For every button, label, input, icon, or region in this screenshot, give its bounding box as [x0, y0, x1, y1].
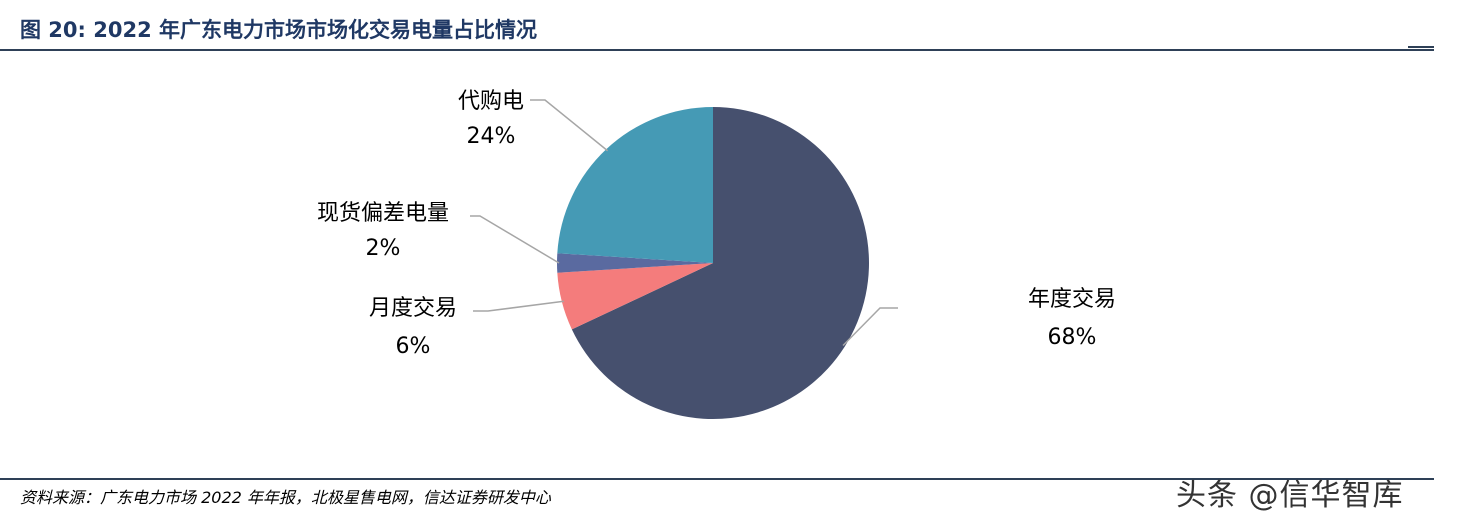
figure-title: 图 20: 2022 年广东电力市场市场化交易电量占比情况 — [20, 18, 538, 42]
bottom-divider — [0, 478, 1434, 480]
leader-lines — [470, 99, 898, 347]
leader-line-2 — [473, 300, 564, 312]
pie-slice-3 — [557, 253, 713, 273]
pie-slice-2 — [557, 263, 713, 330]
slice-label-value-3: 2% — [366, 236, 401, 261]
slice-label-value-2: 6% — [396, 334, 431, 359]
slice-label-name-1: 年度交易 — [1028, 287, 1116, 312]
top-divider-accent — [1408, 46, 1434, 48]
slice-label-name-4: 代购电 — [458, 89, 524, 114]
leader-line-4 — [530, 99, 609, 152]
leader-line-3 — [470, 215, 560, 264]
slice-labels: 年度交易 68% 月度交易 6% 现货偏差电量 2% 代购电 24% — [317, 89, 1116, 359]
source-note: 资料来源：广东电力市场 2022 年年报，北极星售电网，信达证券研发中心 — [20, 488, 551, 507]
top-divider — [0, 49, 1434, 51]
slice-label-value-4: 24% — [467, 124, 516, 149]
slice-label-name-2: 月度交易 — [369, 296, 457, 321]
pie-slice-4 — [557, 107, 713, 263]
leader-line-1 — [842, 307, 898, 347]
slice-label-value-1: 68% — [1048, 325, 1097, 350]
watermark: 头条 @信华智库 — [1176, 478, 1404, 513]
pie-slices — [557, 107, 869, 419]
pie-slice-1 — [571, 107, 869, 419]
slice-label-name-3: 现货偏差电量 — [317, 201, 449, 226]
